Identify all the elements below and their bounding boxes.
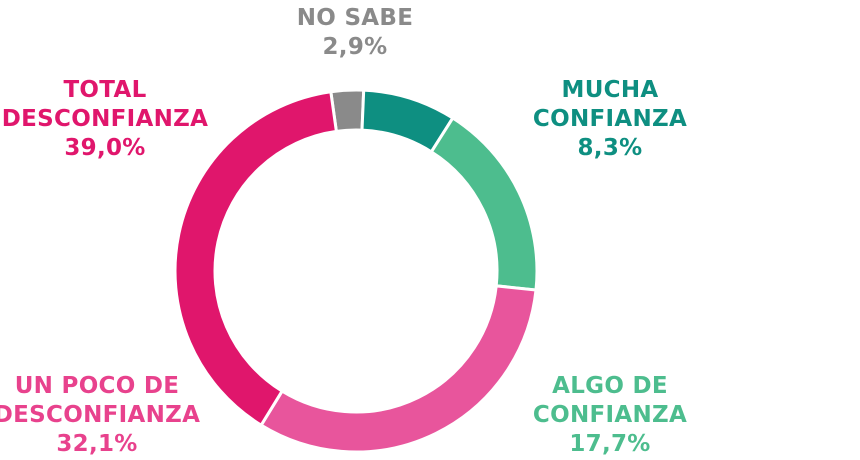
label-total-line2: DESCONFIANZA <box>1 106 209 132</box>
label-algo-de-confianza: ALGO DE CONFIANZA 17,7% <box>505 372 715 459</box>
label-total-desconfianza: TOTAL DESCONFIANZA 39,0% <box>0 76 230 163</box>
donut-slice-total-desconfianza <box>173 90 339 428</box>
label-algo-line1: ALGO DE <box>552 373 668 399</box>
label-no-sabe: NO SABE 2,9% <box>255 4 455 62</box>
label-total-value: 39,0% <box>64 135 146 161</box>
label-mucha-value: 8,3% <box>577 135 643 161</box>
label-un-poco-de-desconfianza: UN POCO DE DESCONFIANZA 32,1% <box>0 372 212 459</box>
donut-slice-un-poco-de-desconfianza <box>259 284 538 454</box>
label-no-sabe-value: 2,9% <box>322 34 388 60</box>
label-algo-value: 17,7% <box>569 431 651 457</box>
label-no-sabe-name: NO SABE <box>296 5 414 31</box>
label-mucha-confianza: MUCHA CONFIANZA 8,3% <box>505 76 715 163</box>
label-mucha-line2: CONFIANZA <box>532 106 688 132</box>
label-poco-line1: UN POCO DE <box>14 373 180 399</box>
label-total-line1: TOTAL <box>63 77 147 103</box>
label-poco-value: 32,1% <box>56 431 138 457</box>
label-mucha-line1: MUCHA <box>561 77 659 103</box>
label-algo-line2: CONFIANZA <box>532 402 688 428</box>
label-poco-line2: DESCONFIANZA <box>0 402 201 428</box>
